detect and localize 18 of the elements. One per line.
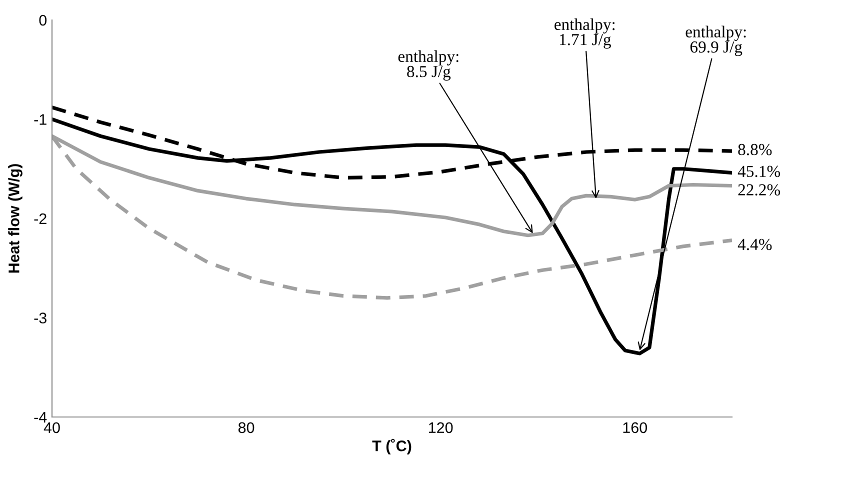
y-tick-label: -1 (34, 114, 46, 125)
x-tick-label: 80 (238, 422, 254, 434)
y-tick-label: -4 (34, 412, 47, 423)
series-label: 45.1% (738, 166, 780, 178)
series-label: 8.8% (738, 144, 772, 156)
x-axis-title: T (˚C) (372, 438, 412, 454)
y-axis-title: Heat flow (W/g) (8, 164, 22, 273)
x-tick-label: 40 (44, 422, 60, 434)
y-tick-label: 0 (39, 14, 47, 26)
y-tick-label: -3 (34, 312, 46, 324)
series-label: 4.4% (738, 238, 772, 250)
y-tick-label: -2 (34, 213, 46, 224)
series-label: 22.2% (738, 184, 780, 196)
x-tick-label: 160 (623, 422, 648, 434)
x-tick-label: 120 (428, 422, 453, 434)
annotation: enthalpy: 1.71 J/g (554, 18, 615, 49)
annotation: enthalpy: 69.9 J/g (686, 26, 746, 56)
annotation: enthalpy: 8.5 J/g (398, 50, 458, 81)
